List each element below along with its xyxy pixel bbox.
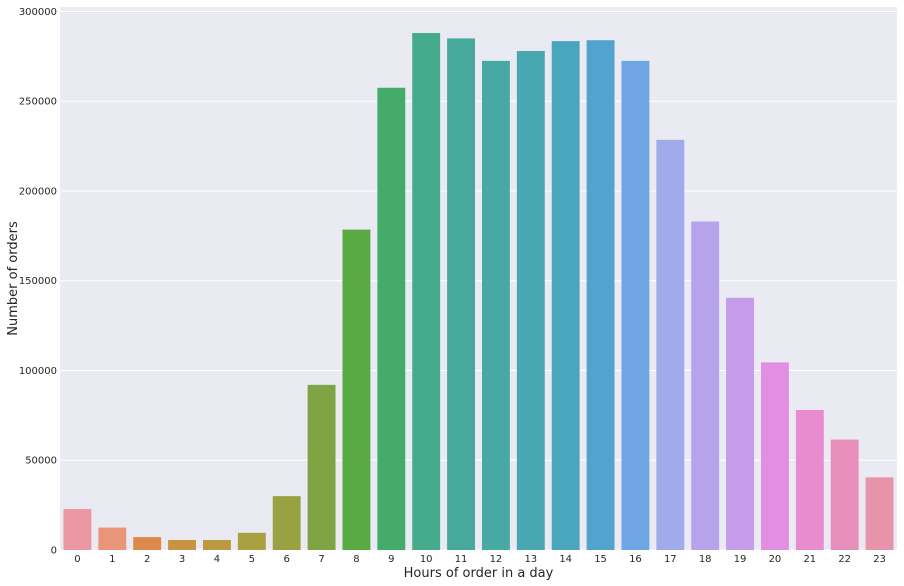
- bar-hour-14: [551, 41, 580, 551]
- y-tick-label: 200000: [19, 186, 57, 197]
- x-tick-label: 9: [388, 554, 394, 565]
- x-tick-label: 17: [664, 554, 677, 565]
- bar-hour-16: [621, 60, 650, 551]
- bar-hour-6: [272, 496, 301, 550]
- x-tick-label: 2: [144, 554, 150, 565]
- x-tick-label: 5: [249, 554, 255, 565]
- y-tick-label: 0: [51, 546, 57, 557]
- bar-hour-19: [726, 297, 755, 550]
- bar-hour-0: [63, 509, 92, 550]
- x-tick-label: 11: [455, 554, 468, 565]
- bar-hour-1: [98, 527, 127, 550]
- bar-hour-15: [586, 40, 615, 551]
- bar-hour-4: [202, 539, 231, 550]
- grid-lines: [60, 10, 897, 551]
- x-tick-label: 1: [109, 554, 115, 565]
- bar-hour-18: [691, 221, 720, 550]
- x-tick-label: 16: [629, 554, 642, 565]
- bar-hour-21: [795, 409, 824, 550]
- bar-hour-17: [656, 139, 685, 550]
- y-tick-label: 100000: [19, 366, 57, 377]
- x-tick-label: 3: [179, 554, 185, 565]
- bar-hour-10: [412, 33, 441, 551]
- y-tick-label: 50000: [25, 456, 57, 467]
- bar-hour-11: [447, 38, 476, 551]
- x-tick-label: 12: [490, 554, 503, 565]
- bars: [63, 33, 894, 551]
- x-tick-label: 20: [769, 554, 782, 565]
- bar-hour-22: [830, 439, 859, 550]
- plot-background: [60, 7, 897, 550]
- bar-hour-12: [481, 60, 510, 551]
- bar-hour-20: [760, 362, 789, 550]
- x-tick-label: 0: [74, 554, 80, 565]
- x-tick-label: 14: [559, 554, 572, 565]
- bar-hour-8: [342, 229, 371, 550]
- bar-hour-13: [516, 50, 545, 550]
- x-tick-label: 21: [803, 554, 816, 565]
- x-tick-label: 13: [524, 554, 537, 565]
- x-axis-label: Hours of order in a day: [404, 566, 554, 581]
- x-tick-label: 4: [214, 554, 220, 565]
- y-tick-label: 150000: [19, 276, 57, 287]
- x-tick-label: 8: [353, 554, 359, 565]
- bar-hour-23: [865, 477, 894, 550]
- x-tick-label: 7: [318, 554, 324, 565]
- x-tick-label: 6: [284, 554, 290, 565]
- x-tick-label: 19: [734, 554, 747, 565]
- x-tick-label: 22: [838, 554, 851, 565]
- bar-hour-7: [307, 384, 336, 550]
- y-axis-label: Number of orders: [6, 221, 21, 336]
- y-tick-label: 300000: [19, 7, 57, 18]
- y-tick-labels: 0 50000 100000 150000 200000 250000 300000: [19, 7, 57, 557]
- x-tick-labels: 0 1 2 3 4 5 6 7 8 9 10 11 12 13 14 15 16 17 18 19 20 21 22 23: [74, 554, 886, 565]
- y-tick-label: 250000: [19, 97, 57, 108]
- bar-hour-2: [133, 537, 162, 550]
- bar-hour-5: [237, 532, 266, 550]
- bar-hour-9: [377, 87, 406, 551]
- bar-hour-3: [168, 539, 197, 550]
- x-tick-label: 23: [873, 554, 886, 565]
- x-tick-label: 10: [420, 554, 433, 565]
- x-tick-label: 18: [699, 554, 712, 565]
- x-tick-label: 15: [594, 554, 607, 565]
